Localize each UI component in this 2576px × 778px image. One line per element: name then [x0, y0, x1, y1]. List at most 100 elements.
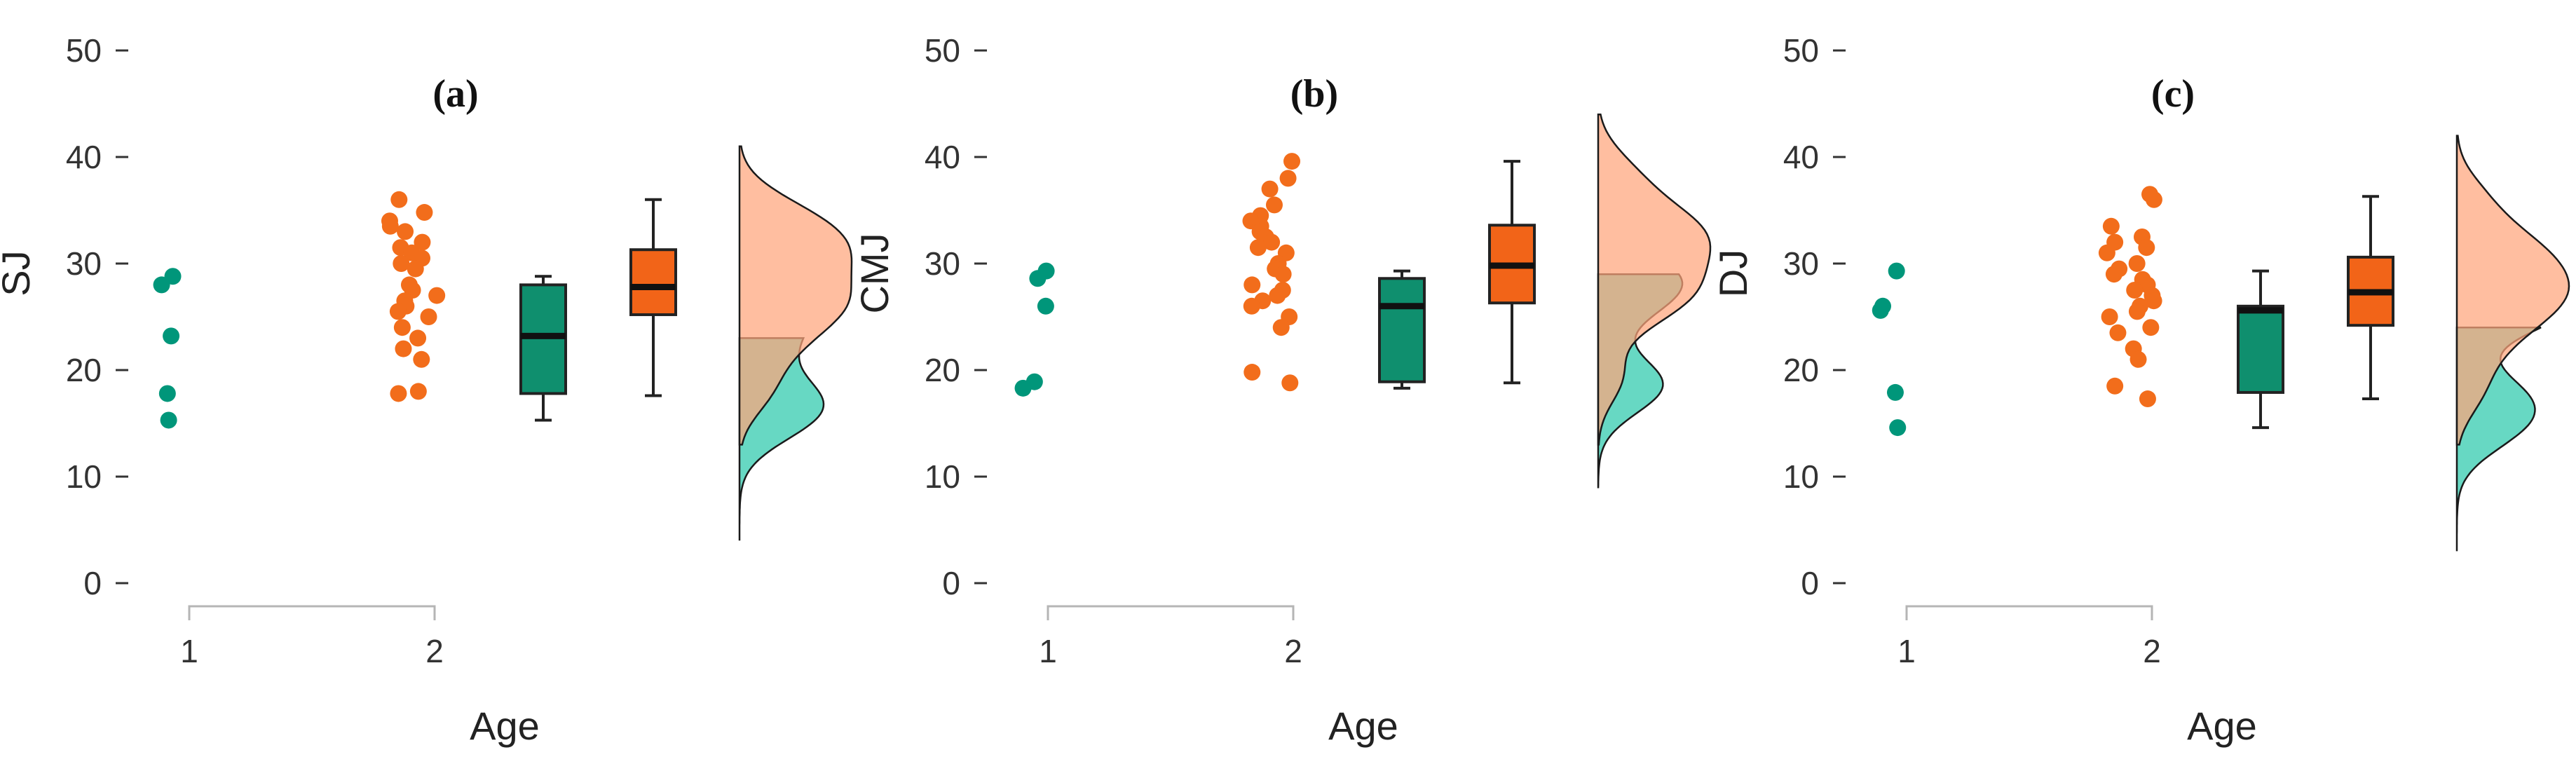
chart-panel-1: 0 10 20 30 40 50 SJ (a) 1 2 Age	[0, 32, 853, 748]
point-group-2	[413, 350, 430, 368]
box-group-2	[629, 248, 677, 316]
density-group-2	[738, 145, 853, 446]
point-group-2	[1243, 276, 1261, 294]
point-group-1	[1888, 262, 1905, 280]
y-tick-label: 10	[66, 458, 102, 495]
x-axis-label: Age	[470, 704, 540, 748]
y-tick-label: 10	[925, 458, 960, 495]
point-group-2	[1243, 364, 1261, 381]
point-group-2	[389, 303, 407, 320]
point-group-1	[1886, 383, 1904, 401]
point-group-1	[1014, 379, 1032, 397]
y-tick-label: 0	[942, 565, 960, 601]
x-tick-label: 2	[1284, 633, 1302, 669]
x-axis-line	[188, 605, 436, 620]
box-group-1	[2237, 304, 2284, 394]
y-axis-label: DJ	[1711, 250, 1755, 297]
point-group-2	[1274, 266, 1292, 283]
y-tick-label: 40	[1783, 139, 1819, 175]
point-group-2	[414, 233, 431, 251]
x-tick-label: 2	[2143, 633, 2161, 669]
point-group-2	[2138, 239, 2155, 257]
point-group-2	[381, 217, 399, 235]
point-group-2	[1281, 374, 1299, 392]
point-group-2	[1249, 239, 1267, 257]
x-axis-label: Age	[2187, 704, 2257, 748]
x-tick-label: 1	[1039, 633, 1057, 669]
chart-panel-2: 0 10 20 30 40 50 CMJ (b) 1 2 Age	[852, 32, 1712, 748]
point-group-1	[1029, 270, 1047, 287]
point-group-2	[420, 308, 437, 325]
panel-title: (a)	[432, 72, 478, 116]
point-group-2	[407, 260, 424, 278]
panel-title: (b)	[1290, 72, 1338, 116]
chart-panel-3: 0 10 20 30 40 50 DJ (c) 1 2 Age	[1711, 32, 2570, 748]
y-tick-label: 40	[925, 139, 960, 175]
y-axis-label: CMJ	[852, 233, 897, 313]
y-tick-label: 0	[83, 565, 102, 601]
point-group-2	[1283, 153, 1301, 170]
point-group-2	[416, 204, 433, 221]
point-group-2	[393, 319, 411, 336]
point-group-2	[409, 383, 427, 400]
point-group-2	[2145, 292, 2162, 310]
panel-title: (c)	[2151, 72, 2195, 116]
x-tick-label: 1	[1897, 633, 1916, 669]
point-group-1	[1037, 297, 1054, 315]
point-group-2	[2139, 390, 2156, 408]
point-group-2	[2105, 266, 2122, 283]
point-group-2	[2128, 303, 2146, 320]
point-group-1	[1872, 301, 1889, 319]
y-tick-label: 0	[1801, 565, 1819, 601]
point-group-2	[2109, 324, 2127, 341]
point-group-2	[2098, 244, 2115, 261]
point-group-2	[397, 223, 414, 240]
y-tick-label: 50	[925, 32, 960, 69]
box-group-1	[1378, 277, 1426, 383]
point-group-2	[2129, 350, 2147, 368]
point-group-2	[393, 255, 410, 272]
x-axis-line	[1047, 605, 1295, 620]
point-group-2	[428, 287, 446, 304]
point-group-2	[2126, 282, 2144, 299]
point-group-2	[390, 191, 408, 208]
y-tick-label: 50	[66, 32, 102, 69]
y-tick-label: 40	[66, 139, 102, 175]
y-tick-label: 20	[1783, 352, 1819, 388]
point-group-2	[1243, 297, 1260, 315]
density-group-2	[2455, 135, 2570, 446]
x-axis-label: Age	[1328, 704, 1398, 748]
point-group-2	[1263, 233, 1281, 251]
point-group-2	[2106, 377, 2124, 395]
density-group-2	[1597, 113, 1712, 446]
point-group-2	[1279, 170, 1297, 187]
point-group-2	[2128, 255, 2146, 272]
y-tick-label: 50	[1783, 32, 1819, 69]
point-group-2	[395, 340, 412, 357]
point-group-2	[2142, 319, 2160, 336]
box-group-1	[519, 283, 567, 395]
y-tick-label: 30	[66, 245, 102, 282]
point-group-1	[153, 276, 170, 294]
point-group-1	[158, 385, 176, 402]
y-tick-label: 30	[925, 245, 960, 282]
point-group-1	[1889, 419, 1907, 437]
y-tick-label: 20	[925, 352, 960, 388]
point-group-2	[2145, 191, 2162, 208]
y-tick-label: 30	[1783, 245, 1819, 282]
x-tick-label: 2	[425, 633, 444, 669]
x-tick-label: 1	[180, 633, 198, 669]
point-group-2	[1261, 180, 1279, 198]
y-tick-label: 10	[1783, 458, 1819, 495]
point-group-2	[390, 385, 407, 402]
point-group-2	[2101, 308, 2118, 325]
point-group-2	[2102, 217, 2120, 235]
point-group-2	[1272, 319, 1290, 336]
y-axis-label: SJ	[0, 250, 38, 296]
point-group-2	[1269, 287, 1286, 304]
point-group-1	[160, 411, 177, 429]
point-group-2	[1265, 196, 1283, 214]
point-group-2	[409, 329, 427, 347]
point-group-1	[163, 327, 180, 345]
